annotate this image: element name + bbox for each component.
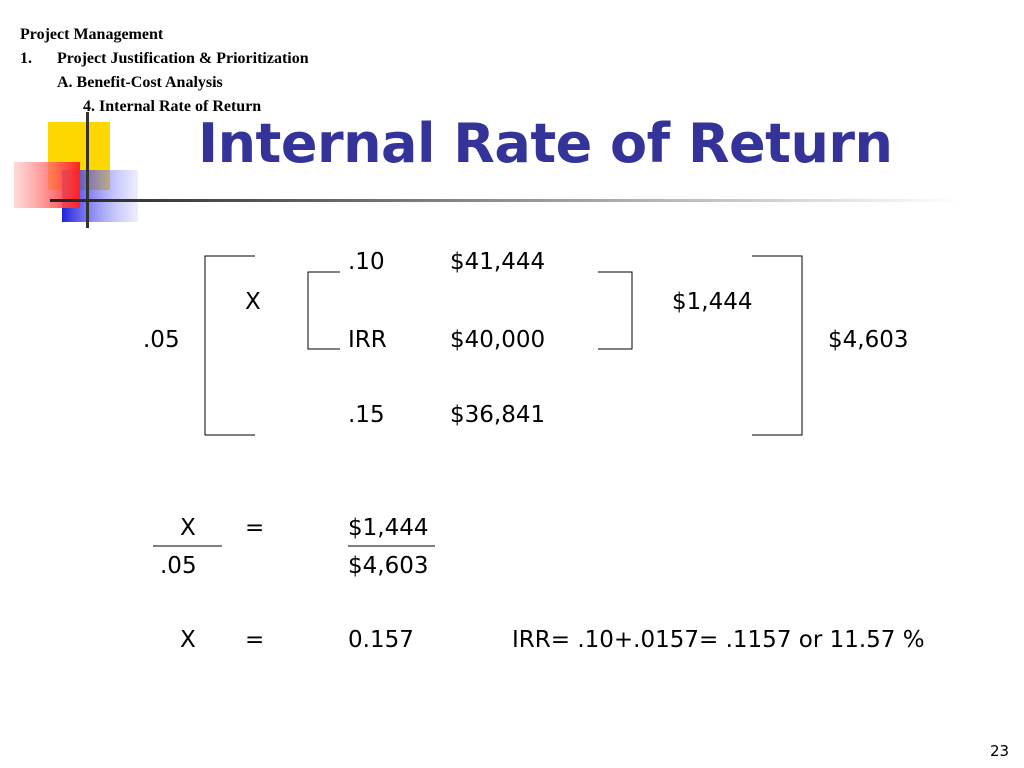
result: 0.157	[348, 627, 414, 653]
breadcrumb: A. Benefit-Cost Analysis	[57, 74, 223, 91]
outer-right-bracket	[752, 255, 803, 436]
rate: IRR	[348, 327, 387, 353]
npv: $41,444	[450, 249, 546, 275]
conclusion: IRR= .10+.0157= .1157 or 11.57 %	[512, 627, 925, 653]
rate: .15	[348, 402, 385, 428]
horizontal-rule	[50, 199, 960, 202]
slide-title: Internal Rate of Return	[198, 112, 893, 175]
equation-term: $1,444	[348, 515, 429, 541]
equation-term: .05	[160, 553, 197, 579]
difference: $4,603	[828, 327, 909, 353]
equation-term: $4,603	[348, 553, 429, 579]
equation-term: X	[180, 627, 196, 653]
equals: =	[245, 627, 265, 653]
inner-left-bracket	[307, 271, 340, 350]
vertical-rule	[86, 112, 89, 228]
rate-span: .05	[143, 327, 180, 353]
breadcrumb: Project Justification & Prioritization	[57, 50, 309, 67]
breadcrumb-number: 1.	[20, 50, 32, 67]
equation-term: X	[180, 515, 196, 541]
equals: =	[245, 515, 265, 541]
unknown: X	[245, 289, 261, 315]
npv: $40,000	[450, 327, 546, 353]
outer-left-bracket	[204, 255, 255, 436]
inner-right-bracket	[598, 271, 633, 350]
breadcrumb: Project Management	[20, 26, 164, 43]
npv: $36,841	[450, 402, 546, 428]
difference: $1,444	[672, 289, 753, 315]
brackets	[153, 255, 803, 547]
page-number: 23	[990, 742, 1010, 760]
rate: .10	[348, 249, 385, 275]
breadcrumb: 4. Internal Rate of Return	[83, 98, 262, 115]
